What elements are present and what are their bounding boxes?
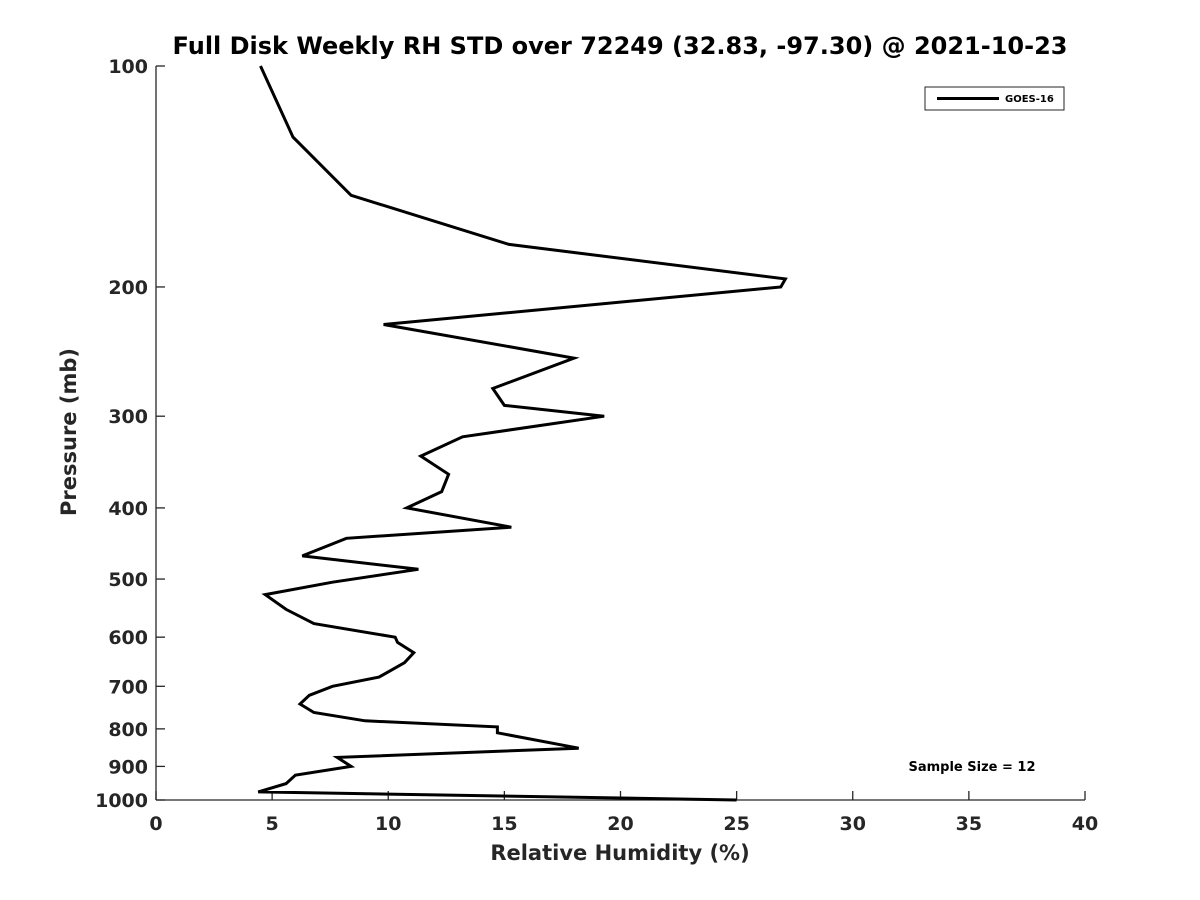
x-axis-ticks: 0 5 10 15 20 25 30 35 40: [149, 791, 1098, 835]
x-tick-label: 40: [1072, 813, 1098, 835]
y-tick-label: 500: [108, 569, 148, 591]
y-tick-label: 700: [108, 676, 148, 698]
chart-title: Full Disk Weekly RH STD over 72249 (32.8…: [173, 32, 1068, 60]
legend-entry-goes-16: GOES-16: [1005, 94, 1054, 105]
y-tick-label: 300: [108, 406, 148, 428]
x-tick-label: 15: [491, 813, 517, 835]
legend: GOES-16: [924, 86, 1065, 111]
x-axis-label: Relative Humidity (%): [490, 841, 749, 865]
y-tick-label: 200: [108, 277, 148, 299]
x-tick-label: 35: [956, 813, 982, 835]
y-tick-label: 600: [108, 627, 148, 649]
axes: [155, 66, 1085, 801]
series-group: [257, 65, 788, 802]
y-axis-label: Pressure (mb): [57, 348, 81, 516]
y-tick-label: 400: [108, 498, 148, 520]
sample-size-annotation: Sample Size = 12: [908, 760, 1035, 775]
y-tick-label: 1000: [95, 790, 148, 812]
x-tick-label: 30: [840, 813, 866, 835]
y-tick-label: 900: [108, 756, 148, 778]
x-tick-label: 0: [149, 813, 162, 835]
x-tick-label: 5: [266, 813, 279, 835]
series-line-goes-16: [257, 65, 788, 802]
x-tick-label: 10: [375, 813, 401, 835]
x-tick-label: 20: [607, 813, 633, 835]
y-tick-label: 800: [108, 719, 148, 741]
y-tick-label: 100: [108, 56, 148, 78]
y-axis-ticks: 100 200 300 400 500 600 700 800 900 1000: [95, 56, 165, 812]
x-tick-label: 25: [723, 813, 749, 835]
